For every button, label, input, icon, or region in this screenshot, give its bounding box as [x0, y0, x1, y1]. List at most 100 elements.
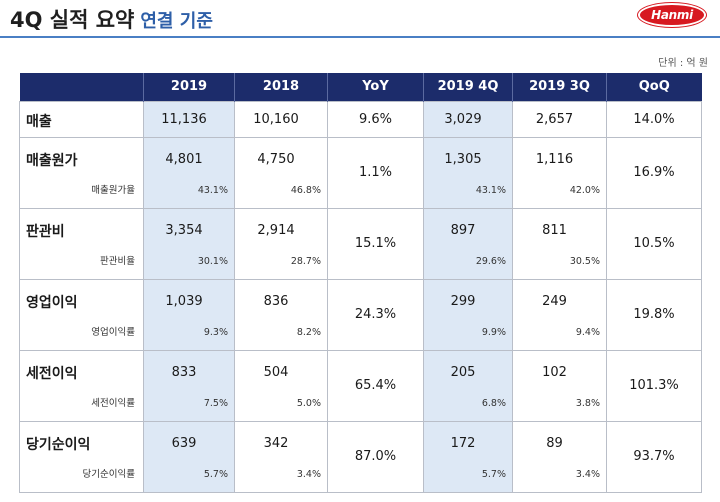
title-divider	[0, 36, 720, 38]
value: 836	[263, 293, 289, 309]
row-label: 당기순이익	[26, 436, 91, 453]
qoq-value: 19.8%	[633, 307, 675, 322]
value: 639	[171, 435, 197, 451]
title-subtitle: 연결 기준	[140, 11, 213, 32]
table-row: 영업이익 영업이익률 1,039 9.3% 836 8.2% 24.3% 299 9.9% 249…	[19, 278, 702, 351]
title-main: 4Q 실적 요약	[10, 8, 135, 32]
row-label: 매출	[26, 113, 52, 130]
ratio-value: 3.4%	[575, 468, 600, 480]
yoy-value: 9.6%	[358, 111, 393, 127]
value: 299	[450, 293, 476, 309]
table-cell: 2,657	[512, 100, 607, 138]
table-cell: 205 6.8%	[423, 349, 513, 422]
column-header: 2019 3Q	[512, 73, 607, 101]
value: 833	[171, 364, 197, 380]
table-cell: 833 7.5%	[143, 349, 235, 422]
row-sublabel: 판관비율	[100, 255, 135, 267]
value: 10,160	[253, 111, 299, 127]
table-row: 세전이익 세전이익률 833 7.5% 504 5.0% 65.4% 205 6.8% 102 3.…	[19, 349, 702, 422]
ratio-value: 29.6%	[475, 255, 506, 267]
table-cell: 1.1%	[327, 136, 424, 209]
value: 3,354	[165, 222, 203, 238]
column-header: QoQ	[606, 73, 702, 101]
table-cell: 1,039 9.3%	[143, 278, 235, 351]
ratio-value: 5.0%	[296, 397, 321, 409]
table-cell: 811 30.5%	[512, 207, 607, 280]
row-label: 세전이익	[26, 365, 78, 382]
value: 102	[542, 364, 567, 380]
qoq-value: 93.7%	[633, 449, 675, 464]
table-cell: 19.8%	[606, 278, 702, 351]
table-cell: 101.3%	[606, 349, 702, 422]
logo-text: Hanmi	[651, 8, 693, 22]
table-cell: 2,914 28.7%	[234, 207, 328, 280]
ratio-value: 43.1%	[197, 184, 228, 196]
table-cell: 172 5.7%	[423, 420, 513, 493]
value: 811	[542, 222, 567, 238]
value: 2,914	[257, 222, 295, 238]
value: 11,136	[161, 111, 207, 127]
value: 249	[542, 293, 567, 309]
value: 3,029	[444, 111, 482, 127]
table-row: 당기순이익 당기순이익률 639 5.7% 342 3.4% 87.0% 172 5.7% 89 3…	[19, 420, 702, 493]
table-cell: 342 3.4%	[234, 420, 328, 493]
table-cell: 4,750 46.8%	[234, 136, 328, 209]
table-cell: 10.5%	[606, 207, 702, 280]
qoq-value: 10.5%	[633, 236, 675, 251]
row-label: 영업이익	[26, 294, 78, 311]
yoy-value: 1.1%	[358, 165, 393, 180]
ratio-value: 30.1%	[197, 255, 228, 267]
table-row: 매출 11,136 10,160 9.6% 3,029 2,657 14.0%	[19, 100, 702, 138]
row-label: 매출원가	[26, 152, 78, 169]
ratio-value: 7.5%	[203, 397, 228, 409]
table-header-row: 2019 2018 YoY 2019 4Q 2019 3Q QoQ	[19, 73, 702, 101]
ratio-value: 46.8%	[290, 184, 321, 196]
table-cell: 4,801 43.1%	[143, 136, 235, 209]
ratio-value: 5.7%	[481, 468, 506, 480]
yoy-value: 15.1%	[354, 236, 397, 251]
table-cell: 24.3%	[327, 278, 424, 351]
value: 1,305	[444, 151, 482, 167]
ratio-value: 6.8%	[481, 397, 506, 409]
table-cell: 11,136	[143, 100, 235, 138]
table-cell: 16.9%	[606, 136, 702, 209]
table-cell: 102 3.8%	[512, 349, 607, 422]
table-cell: 9.6%	[327, 100, 424, 138]
value: 897	[450, 222, 476, 238]
ratio-value: 43.1%	[475, 184, 506, 196]
table-cell: 3,029	[423, 100, 513, 138]
yoy-value: 87.0%	[354, 449, 397, 464]
table-cell: 897 29.6%	[423, 207, 513, 280]
unit-note: 단위 : 억 원	[658, 58, 708, 69]
value: 504	[263, 364, 289, 380]
column-header	[19, 73, 144, 101]
hanmi-logo: Hanmi	[638, 3, 706, 27]
ratio-value: 8.2%	[296, 326, 321, 338]
value: 4,750	[257, 151, 295, 167]
ratio-value: 9.3%	[203, 326, 228, 338]
table-cell: 1,305 43.1%	[423, 136, 513, 209]
table-cell: 1,116 42.0%	[512, 136, 607, 209]
row-sublabel: 매출원가율	[91, 184, 135, 196]
table-cell: 매출	[19, 100, 144, 138]
row-sublabel: 당기순이익률	[82, 468, 135, 480]
row-label: 판관비	[26, 223, 65, 240]
ratio-value: 30.5%	[569, 255, 600, 267]
value: 4,801	[165, 151, 203, 167]
yoy-value: 24.3%	[354, 307, 397, 322]
table-cell: 3,354 30.1%	[143, 207, 235, 280]
table-cell: 639 5.7%	[143, 420, 235, 493]
value: 342	[263, 435, 289, 451]
table-cell: 영업이익 영업이익률	[19, 278, 144, 351]
ratio-value: 3.8%	[575, 397, 600, 409]
results-table: 2019 2018 YoY 2019 4Q 2019 3Q QoQ 매출 11,1…	[19, 73, 702, 493]
table-cell: 299 9.9%	[423, 278, 513, 351]
value: 89	[546, 435, 563, 451]
qoq-value: 16.9%	[633, 165, 675, 180]
column-header: YoY	[327, 73, 424, 101]
qoq-value: 14.0%	[633, 111, 675, 127]
